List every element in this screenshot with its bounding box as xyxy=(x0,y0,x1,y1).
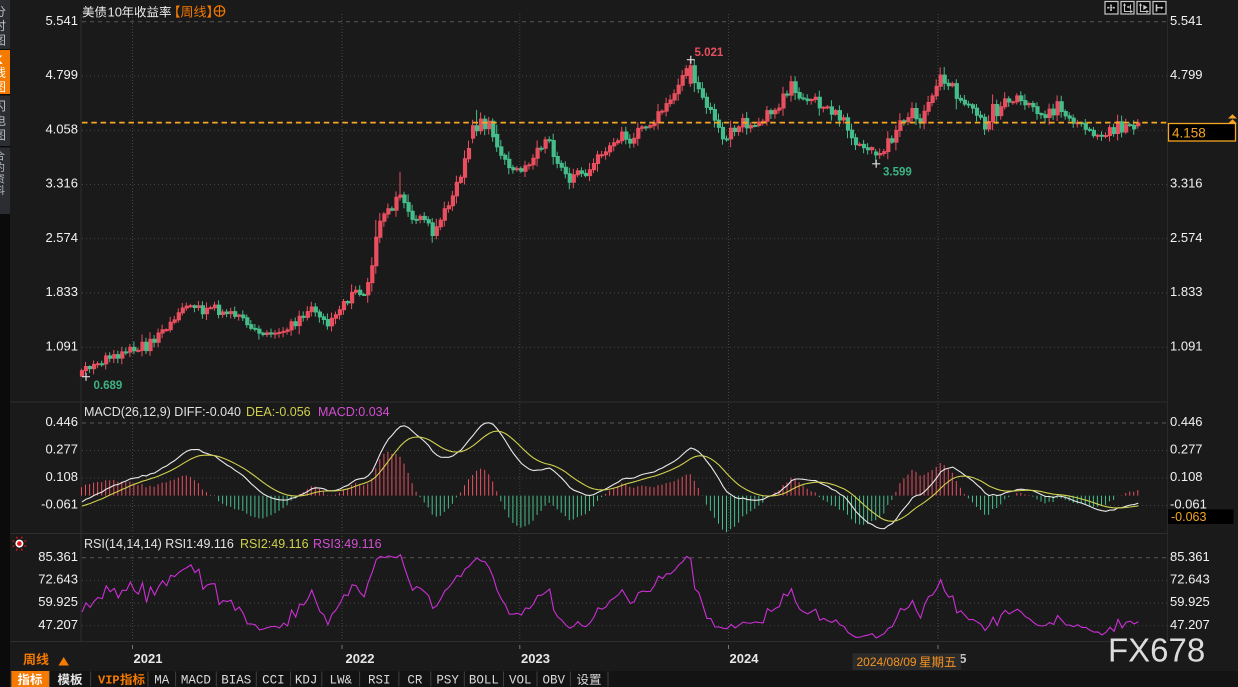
svg-text:4.799: 4.799 xyxy=(45,67,78,82)
svg-text:RSI: RSI xyxy=(368,674,391,687)
svg-text:3.599: 3.599 xyxy=(883,167,912,179)
svg-text:0.108: 0.108 xyxy=(1170,469,1203,484)
svg-text:0.446: 0.446 xyxy=(45,414,78,429)
svg-text:BOLL: BOLL xyxy=(469,674,499,687)
svg-text:59.925: 59.925 xyxy=(38,594,78,609)
svg-text:47.207: 47.207 xyxy=(38,617,78,632)
svg-text:2.574: 2.574 xyxy=(1170,230,1203,245)
svg-text:2.574: 2.574 xyxy=(45,230,78,245)
svg-text:0.689: 0.689 xyxy=(94,380,123,392)
svg-text:0.277: 0.277 xyxy=(45,442,78,457)
svg-text:CCI: CCI xyxy=(262,674,285,687)
svg-text:4.158: 4.158 xyxy=(1172,126,1206,141)
svg-text:-0.063: -0.063 xyxy=(1171,510,1206,524)
svg-text:2021: 2021 xyxy=(134,651,163,666)
svg-text:47.207: 47.207 xyxy=(1170,617,1210,632)
svg-text:2024/08/09: 2024/08/09 xyxy=(857,655,917,669)
svg-text:K: K xyxy=(0,53,3,67)
svg-text:3.316: 3.316 xyxy=(45,176,78,191)
svg-text:OBV: OBV xyxy=(542,674,565,687)
svg-text:1.833: 1.833 xyxy=(1170,284,1203,299)
svg-text:MACD: MACD xyxy=(181,674,211,687)
svg-text:MACD:0.034: MACD:0.034 xyxy=(318,405,390,419)
svg-text:0.277: 0.277 xyxy=(1170,442,1203,457)
svg-text:59.925: 59.925 xyxy=(1170,594,1210,609)
svg-text:5.541: 5.541 xyxy=(1170,13,1203,28)
svg-text:KDJ: KDJ xyxy=(295,674,318,687)
svg-text:RSI(14,14,14) RSI1:49.116: RSI(14,14,14) RSI1:49.116 xyxy=(84,537,234,551)
svg-text:CR: CR xyxy=(407,674,423,687)
svg-text:85.361: 85.361 xyxy=(1170,549,1210,564)
svg-text:72.643: 72.643 xyxy=(38,572,78,587)
svg-text:1.091: 1.091 xyxy=(1170,339,1203,354)
svg-text:VOL: VOL xyxy=(509,674,532,687)
svg-text:LW&: LW& xyxy=(329,674,352,687)
svg-text:72.643: 72.643 xyxy=(1170,572,1210,587)
svg-text:5.021: 5.021 xyxy=(695,47,724,59)
svg-text:RSI3:49.116: RSI3:49.116 xyxy=(313,537,382,551)
svg-text:1.833: 1.833 xyxy=(45,284,78,299)
svg-text:PSY: PSY xyxy=(436,674,459,687)
svg-text:-0.061: -0.061 xyxy=(41,497,78,512)
svg-text:FX678: FX678 xyxy=(1108,632,1205,669)
svg-text:1.091: 1.091 xyxy=(45,339,78,354)
svg-text:4.058: 4.058 xyxy=(45,121,78,136)
svg-text:-0.061: -0.061 xyxy=(1170,497,1207,512)
svg-text:DEA:-0.056: DEA:-0.056 xyxy=(246,405,311,419)
svg-text:3.316: 3.316 xyxy=(1170,176,1203,191)
svg-text:MA: MA xyxy=(154,674,170,687)
svg-text:85.361: 85.361 xyxy=(38,549,78,564)
svg-text:BIAS: BIAS xyxy=(221,674,251,687)
svg-text:10: 10 xyxy=(108,5,122,20)
svg-text:0.446: 0.446 xyxy=(1170,414,1203,429)
svg-text:4.799: 4.799 xyxy=(1170,67,1203,82)
svg-text:VIP: VIP xyxy=(98,674,120,687)
svg-text:RSI2:49.116: RSI2:49.116 xyxy=(240,537,309,551)
svg-text:2022: 2022 xyxy=(346,651,375,666)
svg-text:2023: 2023 xyxy=(521,651,550,666)
svg-text:2024: 2024 xyxy=(730,651,760,666)
svg-text:MACD(26,12,9) DIFF:-0.040: MACD(26,12,9) DIFF:-0.040 xyxy=(84,405,241,419)
svg-text:5.541: 5.541 xyxy=(45,13,78,28)
svg-text:0.108: 0.108 xyxy=(45,469,78,484)
